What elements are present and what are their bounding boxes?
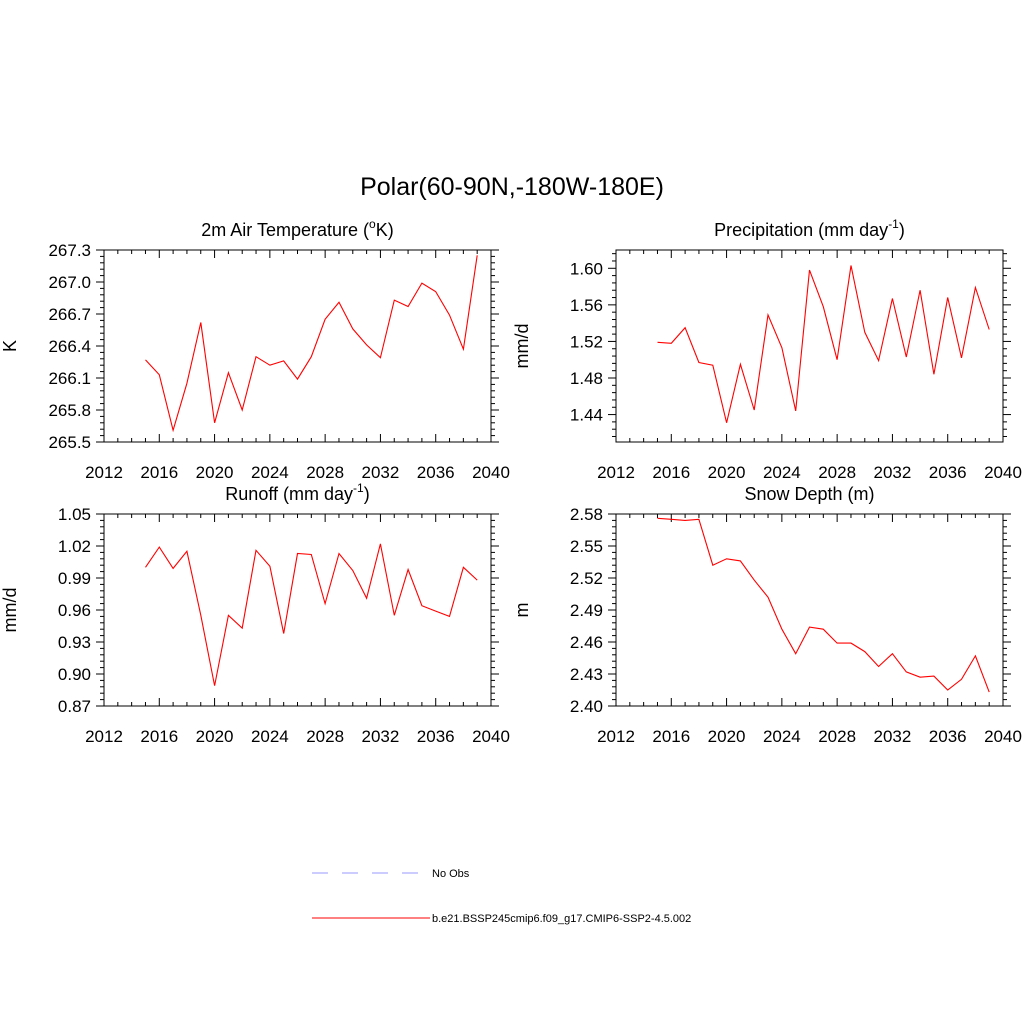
plot-frame — [103, 249, 492, 443]
x-tick-label: 2016 — [140, 727, 178, 746]
x-tick-label: 2036 — [417, 727, 455, 746]
y-tick-label: 2.58 — [570, 505, 603, 524]
x-tick-label: 2016 — [140, 463, 178, 482]
panel-title-end: K) — [376, 220, 394, 240]
x-tick-label: 2032 — [874, 463, 912, 482]
x-tick-label: 2040 — [472, 727, 510, 746]
panel-temperature: 2m Air Temperature (oK) K 2012 2016 2020 2024… — [0, 217, 510, 482]
x-tick-label: 2024 — [763, 727, 801, 746]
y-tick-label: 0.96 — [58, 601, 91, 620]
x-tick-label: 2036 — [929, 727, 967, 746]
x-tick-label: 2020 — [196, 463, 234, 482]
panel-title: Snow Depth (m) — [744, 484, 874, 504]
panel-title-main: Precipitation (mm day — [714, 220, 888, 240]
x-tick-label: 2032 — [874, 727, 912, 746]
x-tick-label: 2024 — [251, 463, 289, 482]
x-tick-label: 2032 — [362, 727, 400, 746]
x-tick-label: 2016 — [652, 463, 690, 482]
y-axis-label: m — [512, 603, 532, 618]
panel-precipitation: Precipitation (mm day-1) mm/d 2012 2016 2020… — [512, 217, 1022, 482]
x-tick-label: 2020 — [708, 463, 746, 482]
series-line — [145, 255, 478, 433]
x-tick-label: 2040 — [984, 463, 1022, 482]
x-tick-label: 2040 — [984, 727, 1022, 746]
x-tick-label: 2012 — [597, 463, 635, 482]
y-tick-label: 0.90 — [58, 665, 91, 684]
y-tick-label: 2.40 — [570, 697, 603, 716]
y-tick-label: 0.99 — [58, 569, 91, 588]
x-tick-label: 2028 — [818, 727, 856, 746]
figure-title: Polar(60-90N,-180W-180E) — [360, 173, 664, 201]
x-tick-label: 2012 — [85, 463, 123, 482]
y-axis-label: mm/d — [0, 588, 20, 633]
series-line — [657, 517, 990, 693]
panel-runoff: Runoff (mm day-1) mm/d 2012 2016 2020 2024 202… — [0, 481, 510, 746]
y-tick-label: 266.4 — [48, 337, 91, 356]
x-tick-label: 2012 — [597, 727, 635, 746]
panel-title-main: Runoff (mm day — [225, 484, 353, 504]
y-tick-label: 1.56 — [570, 296, 603, 315]
x-tick-label: 2020 — [708, 727, 746, 746]
plot-frame — [615, 513, 1004, 707]
panel-title-superscript: o — [369, 217, 376, 231]
panel-title: Runoff (mm day-1) — [225, 481, 369, 504]
x-tick-label: 2024 — [763, 463, 801, 482]
y-tick-label: 2.46 — [570, 633, 603, 652]
y-axis-label: mm/d — [512, 324, 532, 369]
x-tick-label: 2036 — [417, 463, 455, 482]
y-tick-label: 0.93 — [58, 633, 91, 652]
y-tick-label: 1.05 — [58, 505, 91, 524]
panel-title: 2m Air Temperature (oK) — [201, 217, 393, 240]
plot-frame — [615, 249, 1004, 443]
y-tick-label: 265.5 — [48, 433, 91, 452]
x-tick-label: 2032 — [362, 463, 400, 482]
y-tick-label: 1.44 — [570, 406, 603, 425]
y-tick-label: 2.55 — [570, 537, 603, 556]
x-tick-label: 2040 — [472, 463, 510, 482]
y-tick-label: 2.49 — [570, 601, 603, 620]
y-tick-label: 1.48 — [570, 369, 603, 388]
panel-title-end: ) — [899, 220, 905, 240]
y-tick-label: 266.7 — [48, 305, 91, 324]
x-tick-label: 2024 — [251, 727, 289, 746]
legend: No Obs b.e21.BSSP245cmip6.f09_g17.CMIP6-… — [312, 868, 691, 925]
legend-label-no-obs: No Obs — [432, 868, 470, 880]
series-line — [145, 543, 478, 686]
x-tick-label: 2028 — [818, 463, 856, 482]
y-tick-label: 267.0 — [48, 273, 91, 292]
y-tick-label: 267.3 — [48, 241, 91, 260]
x-tick-label: 2028 — [306, 727, 344, 746]
y-tick-label: 0.87 — [58, 697, 91, 716]
legend-label-model: b.e21.BSSP245cmip6.f09_g17.CMIP6-SSP2-4.… — [432, 913, 691, 925]
y-tick-label: 1.02 — [58, 537, 91, 556]
y-tick-label: 266.1 — [48, 369, 91, 388]
panel-title-superscript: -1 — [888, 217, 899, 231]
y-tick-label: 2.43 — [570, 665, 603, 684]
y-tick-label: 1.60 — [570, 259, 603, 278]
x-tick-label: 2036 — [929, 463, 967, 482]
x-tick-label: 2016 — [652, 727, 690, 746]
y-tick-label: 1.52 — [570, 332, 603, 351]
series-line — [657, 265, 990, 423]
x-tick-label: 2028 — [306, 463, 344, 482]
panel-snow-depth: Snow Depth (m) m 2012 2016 2020 2024 2028 2032 2… — [512, 484, 1022, 746]
x-tick-label: 2020 — [196, 727, 234, 746]
panel-title-superscript: -1 — [353, 481, 364, 495]
y-axis-label: K — [0, 340, 20, 352]
panel-title-main: Snow Depth (m) — [744, 484, 874, 504]
panel-title-end: ) — [364, 484, 370, 504]
panel-title-main: 2m Air Temperature ( — [201, 220, 369, 240]
panel-title: Precipitation (mm day-1) — [714, 217, 905, 240]
panels: 2m Air Temperature (oK) K 2012 2016 2020 2024… — [0, 217, 1022, 746]
y-tick-label: 2.52 — [570, 569, 603, 588]
x-tick-label: 2012 — [85, 727, 123, 746]
y-tick-label: 265.8 — [48, 401, 91, 420]
